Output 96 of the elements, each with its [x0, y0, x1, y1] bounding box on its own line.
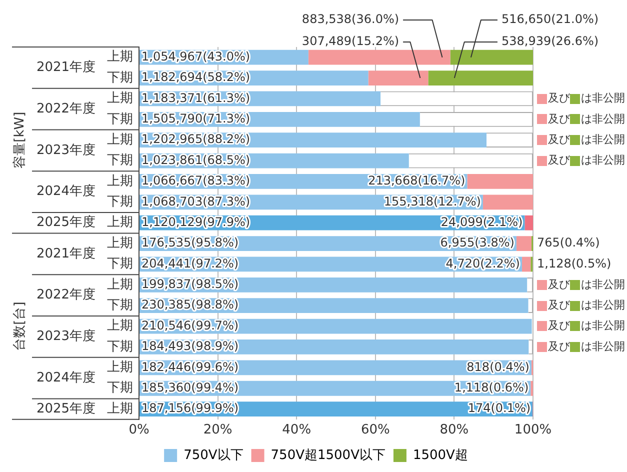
data-label: 1,202,965(88.2%) [142, 132, 250, 146]
text: 2023年度 [36, 142, 96, 158]
y-tick-label: 下期 [107, 112, 133, 127]
y-tick-label: 上期 [107, 277, 133, 292]
data-label: 4,720(2.2%) [446, 256, 520, 270]
data-label: 538,939(26.6%) [501, 34, 599, 48]
data-label: 1,066,667(83.3%) [142, 174, 250, 188]
y-tick-label: 下期 [107, 339, 133, 354]
text: 及び [548, 92, 571, 105]
text: 2025年度 [36, 214, 96, 230]
bar [524, 215, 533, 230]
y-tick-label: 上期 [107, 401, 133, 416]
data-label: 1,128(0.5%) [537, 256, 612, 270]
data-label: 185,360(99.4%) [142, 380, 239, 394]
text: 及び [548, 112, 570, 126]
y-tick-label: 上期 [107, 215, 133, 230]
text: 容量[kW] [11, 112, 28, 168]
legend-label: 1500V超 [412, 448, 468, 463]
bar [308, 50, 450, 65]
x-tick-label: 40% [282, 422, 312, 438]
y-tick-label: 上期 [107, 318, 133, 334]
text: は非公開 [581, 112, 625, 126]
data-label: 6,955(3.8%) [440, 236, 514, 250]
y-tick-label: 下期 [107, 70, 133, 86]
text: 及び [548, 278, 570, 291]
text: 2024年度 [36, 369, 96, 386]
y-tick-label: 上期 [107, 360, 133, 376]
bar [368, 70, 428, 86]
x-tick-label: 80% [440, 422, 469, 438]
y-tick-label: 上期 [107, 50, 133, 65]
data-label: 174(0.1%) [468, 401, 531, 416]
data-label: 187,156(99.9%) [142, 401, 239, 416]
legend-label: 750V超1500V以下 [270, 448, 386, 463]
data-label: 765(0.4%) [537, 236, 600, 250]
bar [482, 194, 533, 210]
text: は非公開 [581, 92, 625, 105]
data-label: 1,118(0.6%) [454, 380, 529, 394]
x-tick-label: 20% [203, 422, 232, 438]
text: 及び [548, 132, 570, 146]
data-label: 307,489(15.2%) [302, 34, 400, 48]
y-tick-label: 下期 [107, 153, 133, 168]
text: は非公開 [581, 132, 625, 146]
y-tick-label: 上期 [107, 132, 133, 148]
text: は非公開 [581, 298, 625, 312]
text: は非公開 [581, 278, 625, 291]
y-tick-label: 下期 [107, 380, 133, 396]
text: 2024年度 [36, 183, 96, 200]
data-label: 1,120,129(97.9%) [142, 214, 250, 229]
data-label: 230,385(98.8%) [142, 298, 239, 312]
data-label: 818(0.4%) [466, 360, 530, 374]
text: は非公開 [581, 319, 625, 332]
text: 2022年度 [36, 100, 96, 116]
text: は非公開 [581, 340, 625, 353]
text: 2021年度 [36, 59, 96, 76]
data-label: 176,535(95.8%) [142, 236, 239, 250]
x-tick-label: 60% [360, 422, 390, 438]
data-label: 204,441(97.2%) [142, 256, 239, 270]
text: 2025年度 [36, 400, 96, 416]
legend-label: 750V以下 [184, 448, 244, 463]
y-tick-label: 下期 [107, 194, 133, 210]
bar [522, 256, 531, 272]
data-label: 1,054,967(43.0%) [142, 49, 250, 64]
y-tick-label: 上期 [107, 91, 133, 106]
data-label: 1,182,694(58.2%) [142, 70, 250, 84]
text: 2022年度 [36, 286, 96, 303]
bar [516, 236, 532, 251]
text: は非公開 [581, 154, 625, 167]
y-tick-label: 下期 [107, 298, 133, 313]
text: 台数[台] [12, 302, 28, 351]
data-label: 883,538(36.0%) [302, 12, 400, 26]
text: 2023年度 [36, 328, 96, 344]
y-tick-label: 上期 [107, 236, 133, 251]
text: 及び [548, 319, 570, 332]
text: 及び [548, 340, 570, 353]
data-label: 1,068,703(87.3%) [142, 194, 250, 208]
data-label: 1,023,861(68.5%) [142, 152, 250, 167]
bar [467, 174, 533, 189]
data-label: 199,837(98.5%) [142, 277, 239, 292]
text: 及び [548, 154, 570, 167]
x-tick-label: 100% [514, 422, 552, 438]
data-label: 24,099(2.1%) [440, 214, 523, 229]
data-label: 1,505,790(71.3%) [142, 112, 250, 126]
data-label: 516,650(21.0%) [501, 12, 599, 26]
data-label: 1,183,371(61.3%) [142, 90, 250, 105]
data-label: 213,668(16.7%) [368, 174, 466, 188]
text: 及び [548, 298, 570, 312]
data-label: 155,318(12.7%) [384, 194, 481, 208]
data-label: 184,493(98.9%) [142, 339, 239, 354]
data-label: 210,546(99.7%) [142, 318, 239, 332]
bar [450, 50, 533, 65]
bar [428, 70, 533, 86]
y-tick-label: 上期 [107, 174, 133, 189]
y-tick-label: 下期 [107, 256, 133, 272]
x-tick-label: 0% [128, 422, 150, 438]
text: 2021年度 [36, 245, 96, 262]
data-label: 182,446(99.6%) [142, 360, 239, 374]
